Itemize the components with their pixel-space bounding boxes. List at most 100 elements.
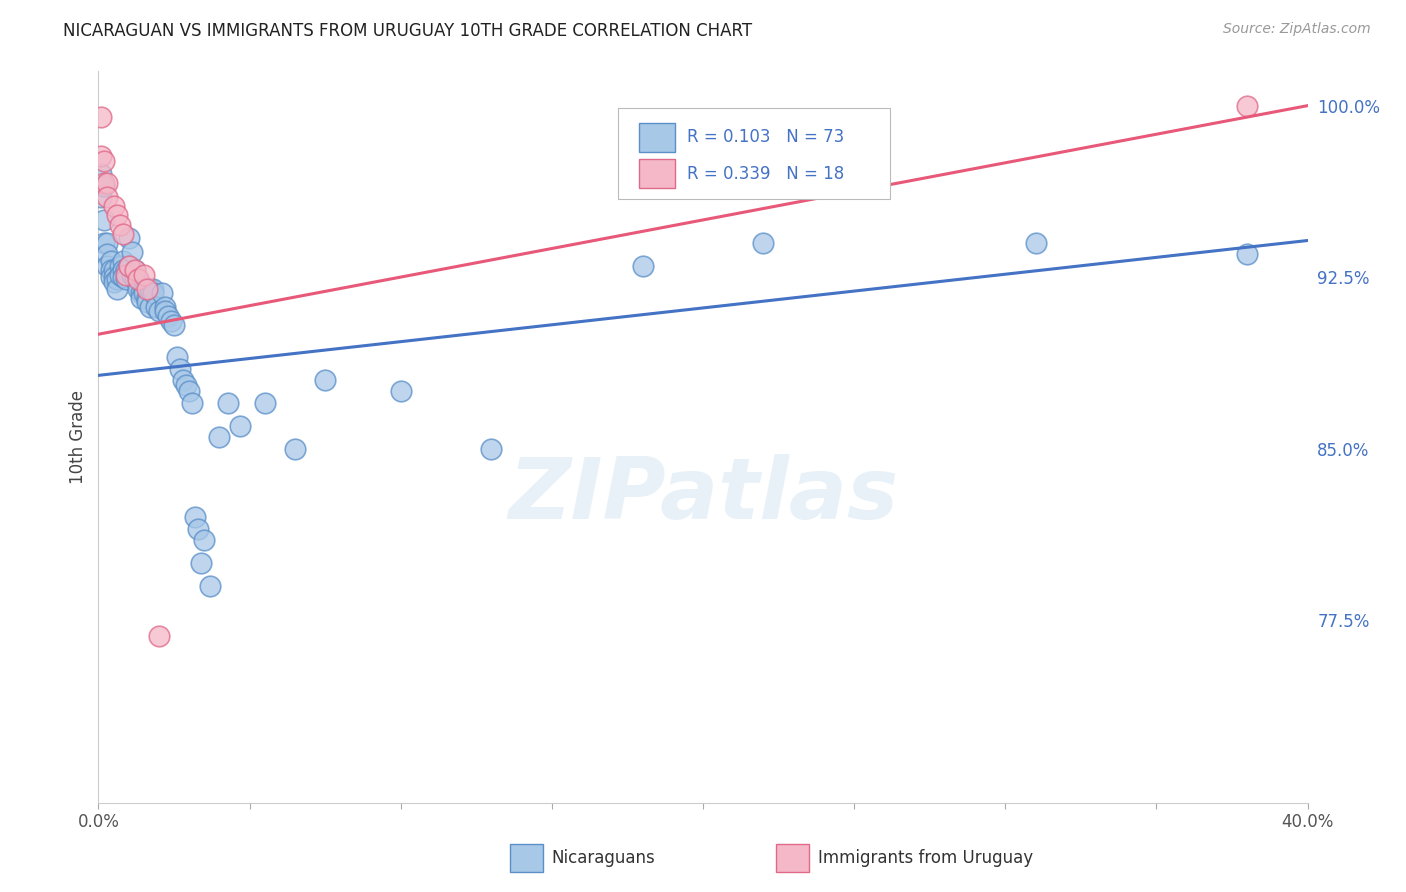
Point <box>193 533 215 547</box>
Point <box>114 272 136 286</box>
Text: R = 0.339   N = 18: R = 0.339 N = 18 <box>688 165 845 183</box>
Point <box>139 281 162 295</box>
Text: ZIPatlas: ZIPatlas <box>508 454 898 537</box>
Point <box>90 167 112 181</box>
Point <box>208 430 231 444</box>
Point <box>90 110 112 124</box>
Point <box>121 244 143 259</box>
Point <box>96 259 118 273</box>
Bar <box>638 122 675 152</box>
Point <box>93 177 115 191</box>
Point <box>105 208 128 222</box>
Point <box>111 263 134 277</box>
Point <box>118 259 141 273</box>
Point <box>105 281 128 295</box>
Y-axis label: 10th Grade: 10th Grade <box>69 390 87 484</box>
Point <box>124 263 146 277</box>
Point <box>135 295 157 310</box>
Point <box>103 270 125 285</box>
Point <box>132 286 155 301</box>
Point <box>150 286 173 301</box>
Point <box>108 218 131 232</box>
Point <box>93 153 115 168</box>
Point <box>127 277 149 291</box>
Point <box>103 275 125 289</box>
Point <box>166 350 188 364</box>
Point <box>105 272 128 286</box>
Point <box>93 235 115 250</box>
Point <box>96 235 118 250</box>
Point <box>96 177 118 191</box>
Point <box>121 268 143 282</box>
Text: Source: ZipAtlas.com: Source: ZipAtlas.com <box>1223 22 1371 37</box>
Point <box>118 259 141 273</box>
Point <box>142 281 165 295</box>
Point <box>96 190 118 204</box>
Point <box>90 149 112 163</box>
Point <box>100 263 122 277</box>
Point <box>284 442 307 456</box>
Point <box>93 178 115 193</box>
Point <box>114 263 136 277</box>
Point <box>129 291 152 305</box>
Point <box>111 227 134 241</box>
Text: R = 0.103   N = 73: R = 0.103 N = 73 <box>688 128 845 146</box>
Point <box>163 318 186 332</box>
Point <box>172 373 194 387</box>
Point <box>127 272 149 286</box>
Point <box>129 286 152 301</box>
Point <box>96 247 118 261</box>
Point <box>156 309 179 323</box>
Point <box>1236 247 1258 261</box>
Point <box>160 313 183 327</box>
Point <box>124 263 146 277</box>
Point <box>229 418 252 433</box>
Point <box>127 272 149 286</box>
Point <box>179 384 201 399</box>
Text: Immigrants from Uruguay: Immigrants from Uruguay <box>818 848 1033 867</box>
Bar <box>776 845 810 872</box>
Point <box>1236 98 1258 112</box>
Point <box>111 254 134 268</box>
Point <box>135 281 157 295</box>
Point <box>142 286 165 301</box>
Point <box>217 396 239 410</box>
Point <box>184 510 207 524</box>
Point <box>114 268 136 282</box>
Point <box>132 268 155 282</box>
Point <box>139 300 162 314</box>
Point <box>148 629 170 643</box>
Point <box>132 281 155 295</box>
Point <box>127 281 149 295</box>
Point <box>90 190 112 204</box>
Point <box>181 396 204 410</box>
Point <box>389 384 412 399</box>
Point <box>169 361 191 376</box>
Point <box>100 270 122 285</box>
Point <box>93 213 115 227</box>
Point <box>190 556 212 570</box>
Point <box>153 300 176 314</box>
Point <box>108 259 131 273</box>
Point <box>752 235 775 250</box>
Bar <box>509 845 543 872</box>
Point <box>314 373 336 387</box>
Point <box>111 270 134 285</box>
Text: NICARAGUAN VS IMMIGRANTS FROM URUGUAY 10TH GRADE CORRELATION CHART: NICARAGUAN VS IMMIGRANTS FROM URUGUAY 10… <box>63 22 752 40</box>
Point <box>253 396 276 410</box>
Point <box>135 291 157 305</box>
Point <box>148 304 170 318</box>
Bar <box>638 159 675 188</box>
Text: Nicaraguans: Nicaraguans <box>551 848 655 867</box>
Point <box>200 579 222 593</box>
Point <box>174 377 197 392</box>
Point <box>481 442 503 456</box>
Point <box>187 521 209 535</box>
Point <box>103 263 125 277</box>
Point <box>631 259 654 273</box>
Point <box>153 304 176 318</box>
Point <box>103 199 125 213</box>
Point <box>108 268 131 282</box>
Point <box>100 254 122 268</box>
Point <box>1024 235 1046 250</box>
